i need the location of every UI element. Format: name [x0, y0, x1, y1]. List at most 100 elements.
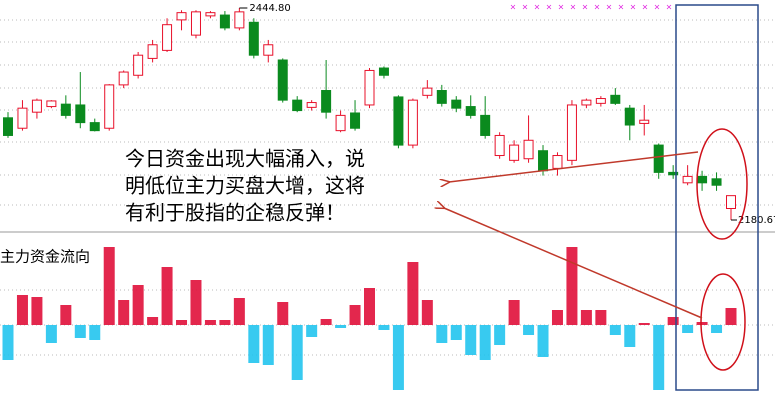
flow-bar — [566, 247, 578, 325]
marker: × — [534, 3, 541, 12]
flow-bar — [31, 297, 43, 325]
candle-body — [190, 11, 201, 36]
flow-bar — [190, 280, 202, 325]
candle-body — [480, 114, 491, 136]
flow-bar — [161, 267, 173, 325]
candle-body — [104, 84, 115, 129]
candle-body — [162, 24, 173, 51]
candle-body — [711, 178, 722, 186]
marker: × — [510, 3, 517, 12]
candle-body — [523, 139, 534, 160]
flow-bar — [711, 325, 723, 333]
flow-bar — [407, 262, 419, 325]
highlight-box — [675, 4, 759, 391]
flow-bar — [349, 305, 361, 325]
candle-body — [219, 14, 230, 29]
flow-bar — [479, 325, 491, 360]
candle-body — [31, 99, 42, 113]
flow-bar — [277, 302, 289, 325]
candle-body — [494, 134, 505, 157]
candle-body — [581, 99, 592, 106]
flow-bar — [609, 325, 621, 335]
flow-bar — [551, 310, 563, 325]
candle-body — [277, 59, 288, 101]
candle-body — [364, 69, 375, 106]
candle-body — [263, 44, 274, 56]
flow-bar — [653, 325, 665, 390]
marker: × — [522, 3, 529, 12]
flow-bar — [176, 320, 188, 325]
flow-bar — [682, 325, 694, 333]
candle-body — [321, 90, 332, 113]
flow-bar — [508, 300, 520, 325]
candle-body — [147, 44, 158, 59]
low-label: 2180.67 — [738, 215, 775, 226]
flow-bar — [320, 319, 332, 325]
flow-bar — [421, 300, 433, 325]
flow-bar — [2, 325, 14, 360]
flow-bar — [392, 325, 404, 390]
candle-body — [465, 106, 476, 116]
candle-body — [639, 119, 650, 124]
candle-body — [436, 90, 447, 104]
candle-body — [3, 117, 13, 136]
flow-bar — [523, 325, 535, 335]
marker: × — [618, 3, 625, 12]
candle-body — [248, 21, 259, 56]
candle-body — [653, 144, 664, 173]
candle-body — [509, 144, 520, 161]
flow-bar — [580, 310, 592, 325]
candle-body — [89, 122, 100, 132]
candle-body — [176, 12, 187, 21]
candle-body — [306, 102, 317, 108]
flow-bar — [450, 325, 462, 340]
high-label: 2444.80 — [249, 3, 290, 14]
candle-body — [378, 67, 389, 76]
candle-body — [46, 100, 57, 108]
annotation: 明低位主力买盘大增，这将 — [125, 174, 365, 198]
flow-bar — [147, 317, 159, 325]
flow-bar — [89, 325, 101, 340]
candle-body — [552, 155, 563, 169]
flow-bar — [378, 325, 390, 330]
flow-bar — [465, 325, 477, 355]
flow-bar — [103, 247, 115, 325]
marker: × — [642, 3, 649, 12]
flow-bar — [45, 325, 57, 343]
candle-body — [422, 87, 433, 96]
candle-body — [17, 107, 28, 129]
candle-body — [566, 104, 577, 161]
flow-bar — [436, 325, 448, 343]
flow-bar — [16, 295, 28, 325]
flow-bar — [696, 322, 708, 325]
candle-body — [595, 98, 606, 104]
flow-bar — [291, 325, 303, 380]
marker: × — [654, 3, 661, 12]
candle-body — [205, 12, 216, 17]
candle-body — [610, 94, 621, 104]
flow-bar — [74, 325, 86, 338]
flow-bar — [132, 285, 144, 325]
candle-body — [234, 11, 245, 29]
flow-bar — [233, 298, 245, 325]
flow-bar — [537, 325, 549, 357]
candle-body — [133, 54, 144, 76]
flow-bar — [624, 325, 636, 347]
marker: × — [558, 3, 565, 12]
candle-body — [682, 175, 693, 184]
flow-bar — [204, 320, 216, 325]
candle-body — [697, 175, 708, 184]
flow-bar — [667, 317, 679, 325]
marker: × — [630, 3, 637, 12]
candle-body — [75, 104, 86, 124]
candle-body — [668, 171, 679, 176]
flow-bar — [118, 300, 130, 325]
flow-bar — [638, 323, 650, 325]
flow-bar — [219, 320, 231, 325]
candle-body — [292, 99, 303, 112]
arrow — [444, 208, 703, 319]
candle-body — [350, 112, 361, 129]
arrow — [449, 151, 699, 182]
grid — [0, 19, 775, 356]
